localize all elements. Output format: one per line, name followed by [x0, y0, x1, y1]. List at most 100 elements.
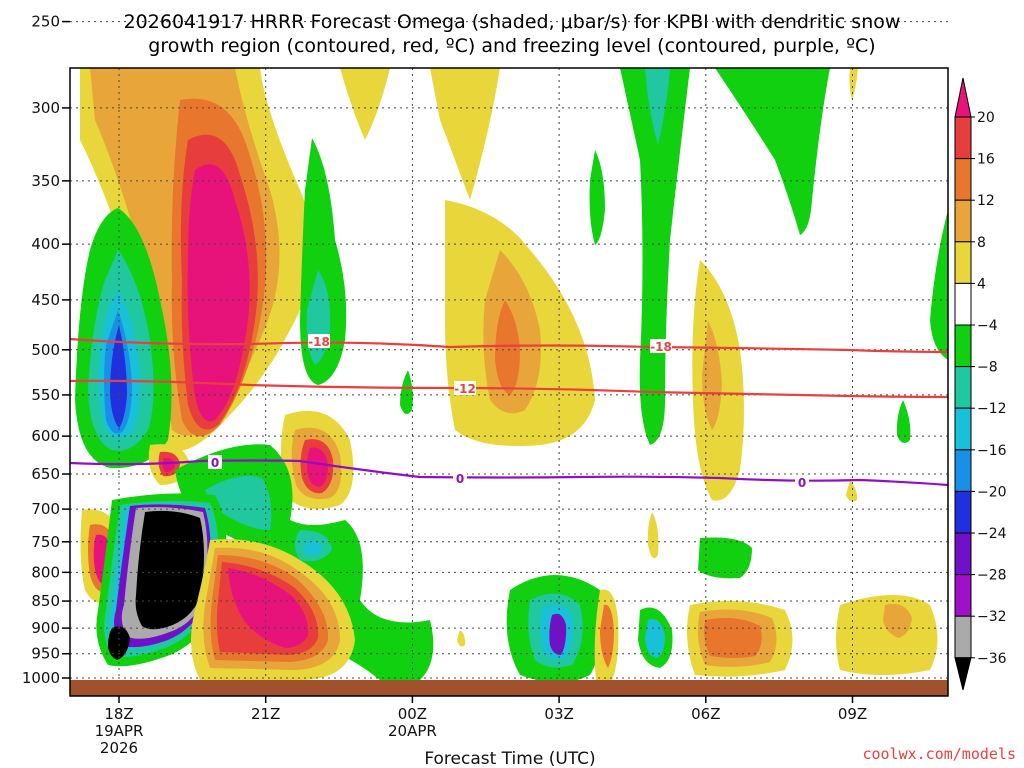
- contour-red-minus18: [69, 337, 949, 354]
- x-tick-date: 20APR: [388, 722, 437, 740]
- y-tick-label: 350: [31, 172, 60, 190]
- omega-06z-lower-orange: [704, 618, 762, 658]
- y-axis: 250 300 350 400 450 500 550 600 650 700 750 800 850 9…: [22, 13, 70, 687]
- x-tick-label: 00Z: [398, 705, 427, 723]
- colorbar-segment: [954, 241, 972, 284]
- colorbar-label: −20: [977, 484, 1007, 500]
- y-tick-label: 250: [31, 13, 60, 31]
- contour-label-bg: [453, 471, 467, 485]
- omega-yellow-top-b: [430, 68, 500, 200]
- y-tick-label: 800: [31, 563, 60, 581]
- contour-labels: -18 -18 -12 0 0 0: [208, 334, 809, 490]
- ground-surface: [70, 680, 948, 696]
- grid-lines: [70, 21, 948, 680]
- colorbar-label: 16: [977, 152, 995, 168]
- x-tick-label: 09Z: [838, 705, 867, 723]
- colorbar-segment: [954, 407, 972, 451]
- omega-teal-ribbon-a: [645, 68, 670, 145]
- plot-border: [69, 67, 949, 697]
- omega-green-right-edge: [930, 210, 948, 360]
- omega-mid-blob-magenta: [306, 447, 328, 487]
- omega-green-ribbon-b: [715, 68, 830, 235]
- omega-core-black-lower: [108, 626, 130, 660]
- omega-green-dot-b: [400, 370, 413, 414]
- omega-green-ribbon-c: [589, 150, 605, 245]
- chart-title-line2: growth region (contoured, red, ºC) and f…: [148, 35, 875, 57]
- omega-09z-yellow-spot: [846, 480, 858, 502]
- omega-green-dot-a: [896, 400, 911, 444]
- colorbar-label: −24: [977, 526, 1007, 542]
- contour-label-bg: [454, 381, 476, 395]
- y-tick-label: 750: [31, 533, 60, 551]
- colorbar-label: 20: [977, 110, 995, 126]
- y-tick-label: 900: [31, 619, 60, 637]
- colorbar-segment: [954, 116, 972, 160]
- y-tick-label: 950: [31, 645, 60, 663]
- omega-09z-gold: [883, 603, 912, 638]
- colorbar-segment: [954, 282, 972, 326]
- contour-label-purple-1: 0: [211, 456, 219, 470]
- omega-core-black: [135, 510, 204, 630]
- contour-red-minus12: [69, 379, 949, 399]
- colorbar-label: 8: [977, 235, 986, 251]
- omega-blob-upper-magenta: [187, 164, 250, 422]
- colorbar-label: −36: [977, 651, 1007, 667]
- colorbar-segment: [954, 324, 972, 368]
- colorbar-top-arrow: [954, 77, 972, 118]
- y-tick-label: 600: [31, 427, 60, 445]
- colorbar-segment: [954, 615, 972, 659]
- contour-label-red-2: -18: [650, 340, 672, 354]
- y-tick-label: 300: [31, 99, 60, 117]
- colorbar-label: −28: [977, 568, 1007, 584]
- omega-03z-purple: [549, 613, 567, 655]
- colorbar-segment: [954, 532, 972, 576]
- chart-title-line1: 2026041917 HRRR Forecast Omega (shaded, …: [124, 11, 901, 33]
- colorbar-segment: [954, 449, 972, 492]
- y-tick-label: 1000: [22, 669, 60, 687]
- credit-link[interactable]: coolwx.com/models: [862, 745, 1016, 763]
- colorbar-segment: [954, 574, 972, 617]
- x-tick-label: 03Z: [544, 705, 573, 723]
- y-tick-label: 700: [31, 500, 60, 518]
- y-tick-label: 450: [31, 291, 60, 309]
- y-tick-label: 850: [31, 592, 60, 610]
- omega-orange-center: [495, 300, 520, 395]
- colorbar-label: −32: [977, 609, 1007, 625]
- x-tick-label: 21Z: [251, 705, 280, 723]
- y-tick-label: 400: [31, 235, 60, 253]
- y-tick-label: 550: [31, 386, 60, 404]
- omega-09z-yellow: [836, 595, 938, 675]
- omega-04z-orange: [600, 604, 614, 668]
- omega-green-ribbon-a: [620, 68, 690, 445]
- colorbar-label: 12: [977, 193, 995, 209]
- colorbar: 20 16 12 8 4 −4 −8 −12 −16 −20 −24 −28 −32 −36: [954, 77, 1007, 691]
- omega-05z-teal: [645, 619, 665, 658]
- colorbar-label: −4: [977, 318, 998, 334]
- x-tick-label: 18Z: [104, 705, 133, 723]
- colorbar-label: −8: [977, 360, 998, 376]
- x-axis-title: Forecast Time (UTC): [424, 749, 595, 768]
- colorbar-segment: [954, 158, 972, 201]
- y-tick-label: 650: [31, 465, 60, 483]
- x-tick-label: 06Z: [691, 705, 720, 723]
- contour-label-bg: [208, 455, 222, 469]
- contour-label-purple-3: 0: [798, 476, 806, 490]
- contour-label-purple-2: 0: [456, 472, 464, 486]
- colorbar-segment: [954, 490, 972, 534]
- omega-small-blob-magenta: [162, 457, 175, 473]
- x-tick-date: 19APR: [95, 722, 144, 740]
- omega-yellow-dot-a: [849, 68, 858, 100]
- colorbar-label: 4: [977, 276, 986, 292]
- colorbar-label: −12: [977, 401, 1007, 417]
- y-tick-label: 500: [31, 341, 60, 359]
- omega-yellow-top-a: [340, 68, 390, 140]
- contour-label-bg: [308, 334, 330, 348]
- omega-lower-teal-band: [205, 475, 272, 530]
- omega-00z-yellow-spot: [457, 630, 466, 647]
- contour-label-bg: [795, 475, 809, 489]
- omega-06z-green-patch: [698, 537, 752, 579]
- omega-lower-cyan-spot: [304, 540, 322, 556]
- colorbar-bottom-arrow: [954, 657, 972, 691]
